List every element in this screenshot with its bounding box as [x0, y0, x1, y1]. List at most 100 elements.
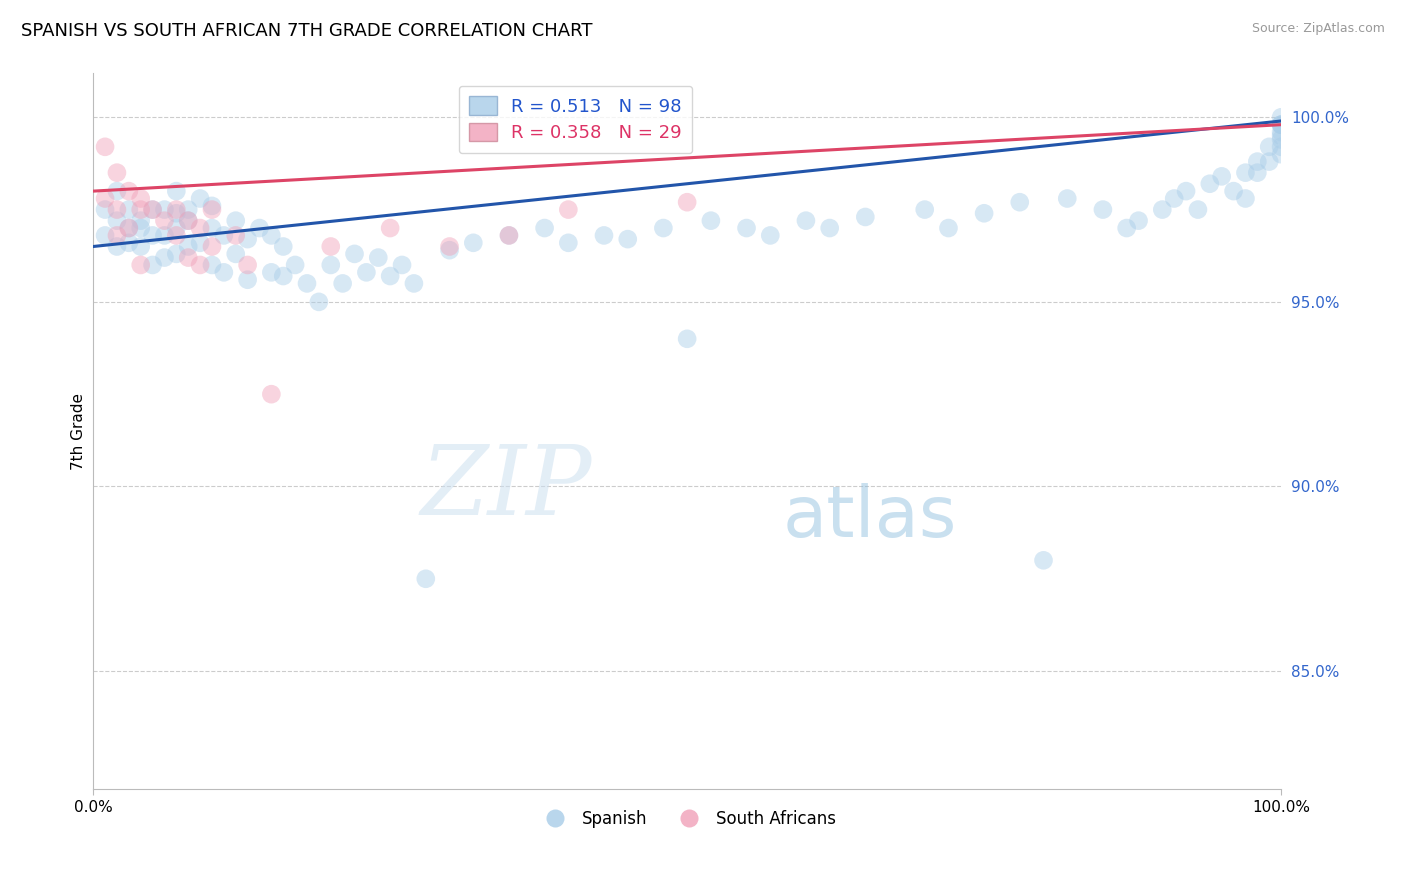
Point — [439, 243, 461, 257]
Point — [201, 199, 224, 213]
Point — [225, 228, 247, 243]
Point — [129, 213, 152, 227]
Point — [1032, 553, 1054, 567]
Point — [129, 202, 152, 217]
Point — [1270, 118, 1292, 132]
Point — [225, 247, 247, 261]
Point — [212, 265, 235, 279]
Point — [236, 232, 259, 246]
Text: SPANISH VS SOUTH AFRICAN 7TH GRADE CORRELATION CHART: SPANISH VS SOUTH AFRICAN 7TH GRADE CORRE… — [21, 22, 592, 40]
Point — [616, 232, 638, 246]
Point — [498, 228, 520, 243]
Point — [118, 235, 141, 250]
Point — [165, 228, 187, 243]
Point — [236, 273, 259, 287]
Point — [165, 247, 187, 261]
Point — [177, 213, 200, 227]
Point — [1270, 140, 1292, 154]
Point — [1270, 128, 1292, 143]
Point — [1152, 202, 1174, 217]
Point — [129, 239, 152, 253]
Text: Source: ZipAtlas.com: Source: ZipAtlas.com — [1251, 22, 1385, 36]
Point — [201, 202, 224, 217]
Point — [1211, 169, 1233, 184]
Point — [129, 258, 152, 272]
Point — [463, 235, 485, 250]
Point — [557, 235, 579, 250]
Point — [367, 251, 389, 265]
Point — [260, 265, 283, 279]
Point — [212, 228, 235, 243]
Point — [533, 221, 555, 235]
Point — [177, 202, 200, 217]
Point — [94, 140, 117, 154]
Point — [153, 202, 176, 217]
Point — [1270, 132, 1292, 146]
Point — [153, 228, 176, 243]
Point — [94, 228, 117, 243]
Point — [676, 195, 699, 210]
Point — [319, 239, 342, 253]
Point — [1270, 147, 1292, 161]
Point — [1128, 213, 1150, 227]
Point — [308, 294, 330, 309]
Point — [94, 192, 117, 206]
Point — [557, 202, 579, 217]
Point — [319, 258, 342, 272]
Point — [165, 202, 187, 217]
Text: atlas: atlas — [782, 483, 956, 551]
Point — [201, 239, 224, 253]
Point — [260, 387, 283, 401]
Point — [498, 228, 520, 243]
Point — [343, 247, 366, 261]
Point — [1175, 184, 1198, 198]
Point — [938, 221, 960, 235]
Point — [142, 202, 165, 217]
Point — [271, 239, 294, 253]
Point — [271, 268, 294, 283]
Point — [759, 228, 782, 243]
Point — [391, 258, 413, 272]
Point — [105, 202, 128, 217]
Point — [676, 332, 699, 346]
Point — [439, 239, 461, 253]
Point — [1246, 166, 1268, 180]
Point — [177, 239, 200, 253]
Point — [153, 213, 176, 227]
Point — [165, 221, 187, 235]
Point — [1270, 118, 1292, 132]
Point — [914, 202, 936, 217]
Point — [1270, 125, 1292, 139]
Point — [105, 228, 128, 243]
Point — [129, 192, 152, 206]
Point — [700, 213, 723, 227]
Point — [1222, 184, 1244, 198]
Point — [105, 166, 128, 180]
Point — [118, 221, 141, 235]
Point — [177, 251, 200, 265]
Point — [118, 221, 141, 235]
Point — [402, 277, 425, 291]
Point — [201, 221, 224, 235]
Point — [973, 206, 995, 220]
Point — [1187, 202, 1209, 217]
Legend: Spanish, South Africans: Spanish, South Africans — [531, 804, 842, 835]
Y-axis label: 7th Grade: 7th Grade — [72, 392, 86, 469]
Point — [153, 251, 176, 265]
Point — [1258, 154, 1281, 169]
Point — [284, 258, 307, 272]
Point — [1056, 192, 1078, 206]
Point — [378, 268, 401, 283]
Text: ZIP: ZIP — [420, 442, 592, 535]
Point — [295, 277, 318, 291]
Point — [1234, 166, 1257, 180]
Point — [236, 258, 259, 272]
Point — [1270, 118, 1292, 132]
Point — [853, 210, 876, 224]
Point — [593, 228, 616, 243]
Point — [177, 213, 200, 227]
Point — [1091, 202, 1114, 217]
Point — [188, 258, 211, 272]
Point — [105, 213, 128, 227]
Point — [105, 184, 128, 198]
